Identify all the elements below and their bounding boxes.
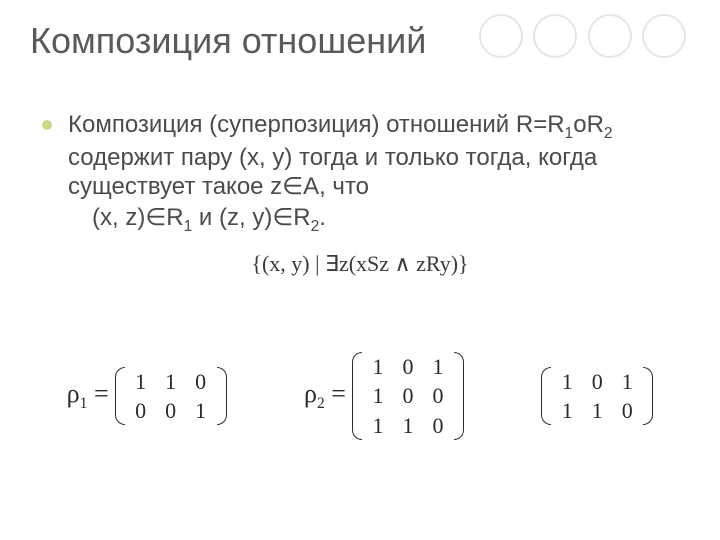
matrix-cell: 0 bbox=[402, 354, 414, 379]
matrix-cell: 0 bbox=[165, 398, 177, 423]
matrix: 101100110 bbox=[352, 350, 464, 442]
matrix-cell: 0 bbox=[135, 398, 147, 423]
matrix-rho1: ρ1 = 110001 bbox=[67, 365, 227, 428]
definition-paragraph: Композиция (суперпозиция) отношений R=R1… bbox=[68, 110, 678, 201]
matrix-cell: 1 bbox=[195, 398, 207, 423]
paren-right-icon bbox=[643, 365, 653, 428]
matrix-cell: 1 bbox=[591, 398, 603, 423]
matrix-grid: 101110 bbox=[551, 365, 643, 428]
matrix-cell: 0 bbox=[402, 383, 414, 408]
matrix-result: 101110 bbox=[541, 365, 653, 428]
decor-circle bbox=[642, 14, 686, 58]
slide-title: Композиция отношений bbox=[30, 20, 426, 62]
paren-right-icon bbox=[454, 350, 464, 442]
label-sym: ρ bbox=[67, 379, 80, 408]
def-sub: 2 bbox=[311, 218, 320, 235]
def-sub: 1 bbox=[565, 125, 574, 142]
matrix-cell: 1 bbox=[165, 369, 177, 394]
matrix-cell: 1 bbox=[432, 354, 444, 379]
def-text: и (z, y)∈R bbox=[192, 204, 310, 231]
set-builder-notation: {(x, y) | ∃z(xSz ∧ zRy)} bbox=[42, 251, 678, 277]
matrix-label: ρ2 = bbox=[304, 379, 346, 413]
paren-left-icon bbox=[352, 350, 362, 442]
decor-circle bbox=[479, 14, 523, 58]
matrix: 110001 bbox=[115, 365, 227, 428]
def-text: Композиция (суперпозиция) отношений bbox=[68, 111, 516, 138]
matrix-cell: 1 bbox=[621, 369, 633, 394]
paren-right-icon bbox=[217, 365, 227, 428]
matrix-cell: 0 bbox=[432, 413, 444, 438]
matrix-grid: 101100110 bbox=[362, 350, 454, 442]
label-sym: ρ bbox=[304, 379, 317, 408]
bullet-item: Композиция (суперпозиция) отношений R=R1… bbox=[42, 110, 678, 201]
bullet-dot-icon bbox=[42, 120, 52, 130]
matrix-cell: 1 bbox=[372, 413, 384, 438]
def-text: R=R bbox=[516, 111, 565, 138]
def-text: содержит пару (x, y) тогда и только тогд… bbox=[68, 144, 597, 200]
label-eq: = bbox=[87, 379, 108, 408]
decor-circle bbox=[533, 14, 577, 58]
paren-left-icon bbox=[115, 365, 125, 428]
matrices-row: ρ1 = 110001 ρ2 = 101100110 101110 bbox=[0, 350, 720, 442]
label-eq: = bbox=[325, 379, 346, 408]
decor-circles bbox=[473, 14, 686, 58]
matrix-cell: 1 bbox=[135, 369, 147, 394]
label-sub: 2 bbox=[317, 395, 325, 412]
matrix-cell: 1 bbox=[561, 398, 573, 423]
def-text: . bbox=[319, 204, 326, 231]
def-sub: 1 bbox=[184, 218, 193, 235]
decor-circle bbox=[588, 14, 632, 58]
matrix-cell: 1 bbox=[402, 413, 414, 438]
matrix-cell: 1 bbox=[372, 383, 384, 408]
slide-body: Композиция (суперпозиция) отношений R=R1… bbox=[42, 110, 678, 277]
def-text: (x, z)∈R bbox=[92, 204, 184, 231]
def-sub: 2 bbox=[604, 125, 613, 142]
paren-left-icon bbox=[541, 365, 551, 428]
matrix: 101110 bbox=[541, 365, 653, 428]
matrix-cell: 0 bbox=[432, 383, 444, 408]
matrix-cell: 1 bbox=[561, 369, 573, 394]
matrix-cell: 1 bbox=[372, 354, 384, 379]
definition-line2: (x, z)∈R1 и (z, y)∈R2. bbox=[92, 203, 678, 236]
matrix-cell: 0 bbox=[621, 398, 633, 423]
matrix-rho2: ρ2 = 101100110 bbox=[304, 350, 464, 442]
matrix-grid: 110001 bbox=[125, 365, 217, 428]
matrix-cell: 0 bbox=[591, 369, 603, 394]
def-text: oR bbox=[573, 111, 604, 138]
matrix-cell: 0 bbox=[195, 369, 207, 394]
matrix-label: ρ1 = bbox=[67, 379, 109, 413]
